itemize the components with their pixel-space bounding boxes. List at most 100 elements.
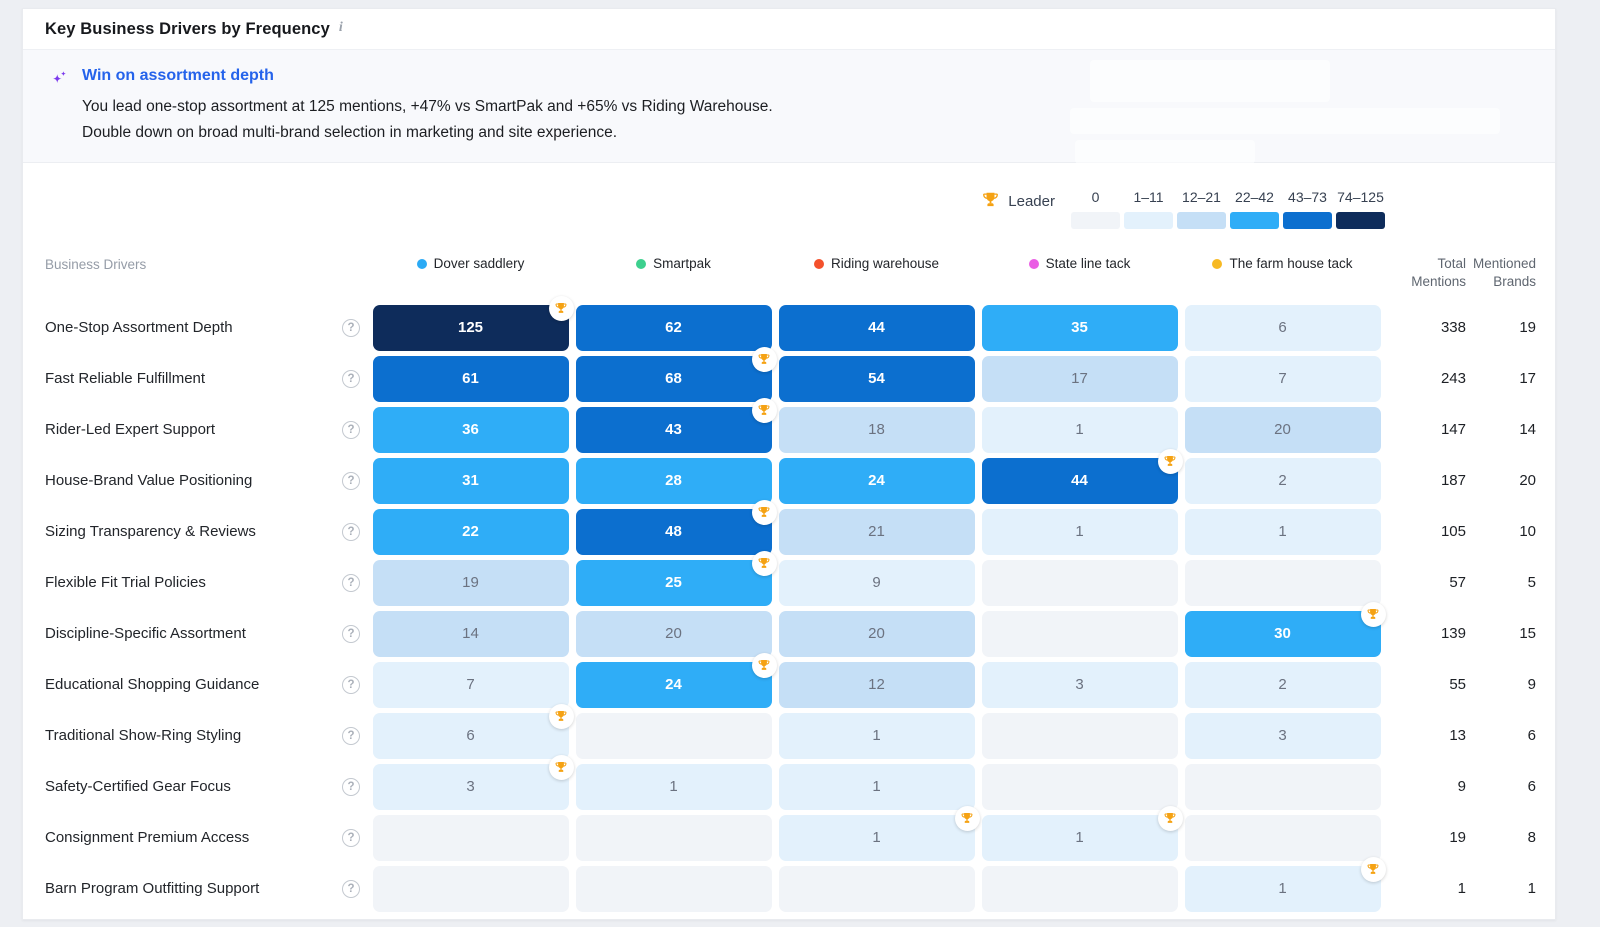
heatmap-cell[interactable]: 61 (372, 355, 569, 402)
heatmap-cell[interactable] (372, 865, 569, 912)
heatmap-cell[interactable]: 35 (981, 304, 1178, 351)
help-icon[interactable]: ? (342, 828, 360, 847)
driver-label: Barn Program Outfitting Support (45, 880, 260, 897)
cell-slot: 54 (775, 355, 978, 402)
help-icon[interactable]: ? (342, 675, 360, 694)
heatmap-cell[interactable]: 48 (575, 499, 777, 555)
heatmap-cell[interactable]: 62 (575, 304, 772, 351)
row-cells: 22 48 21 1 1 (369, 499, 1384, 555)
heatmap-cell[interactable] (1184, 559, 1381, 606)
heatmap-cell[interactable]: 9 (778, 559, 975, 606)
heatmap-cell[interactable]: 1 (575, 763, 772, 810)
help-icon[interactable]: ? (342, 726, 360, 745)
driver-label: Rider-Led Expert Support (45, 421, 216, 438)
heatmap-cell[interactable]: 44 (778, 304, 975, 351)
heatmap-cell[interactable]: 1 (1184, 856, 1386, 912)
heatmap-cell[interactable]: 1 (1184, 508, 1381, 555)
cell-slot (369, 814, 572, 861)
heatmap-cell[interactable]: 2 (1184, 661, 1381, 708)
help-icon[interactable]: ? (342, 420, 360, 439)
heatmap-cell[interactable] (372, 814, 569, 861)
heatmap-cell[interactable]: 18 (778, 406, 975, 453)
heatmap-cell[interactable]: 2 (1184, 457, 1381, 504)
heatmap-cell[interactable]: 36 (372, 406, 569, 453)
heatmap-cell[interactable]: 3 (1184, 712, 1381, 759)
heatmap-cell[interactable]: 6 (1184, 304, 1381, 351)
heatmap-cell[interactable]: 3 (372, 754, 574, 810)
redacted-block (1090, 60, 1330, 102)
heatmap-cell[interactable]: 1 (778, 712, 975, 759)
heatmap-cell[interactable]: 21 (778, 508, 975, 555)
brand-dot-icon (416, 258, 427, 269)
help-icon[interactable]: ? (342, 624, 360, 643)
help-icon[interactable]: ? (342, 318, 360, 337)
cell-slot: 62 (572, 304, 775, 351)
help-icon[interactable]: ? (342, 471, 360, 490)
brand-name: Riding warehouse (830, 256, 940, 271)
heatmap-cell[interactable]: 43 (575, 397, 777, 453)
heatmap-cell[interactable] (981, 559, 1178, 606)
heatmap-cell[interactable]: 1 (778, 763, 975, 810)
heatmap-cell[interactable]: 17 (981, 355, 1178, 402)
heatmap-cell[interactable] (1184, 814, 1381, 861)
heatmap-cell[interactable]: 54 (778, 355, 975, 402)
heatmap-cell[interactable]: 20 (778, 610, 975, 657)
heatmap-cell[interactable] (981, 865, 1178, 912)
heatmap-cell[interactable]: 1 (981, 406, 1178, 453)
heatmap-cell[interactable]: 20 (575, 610, 772, 657)
heatmap-cell[interactable]: 125 (372, 295, 574, 351)
cell-slot: 3 (1181, 712, 1384, 759)
help-icon[interactable]: ? (342, 369, 360, 388)
heatmap-cell[interactable]: 7 (1184, 355, 1381, 402)
table-row: Educational Shopping Guidance? 7 24 12 3 2 55… (45, 652, 1536, 710)
dashboard-card: Key Business Drivers by Frequency i Win … (22, 8, 1556, 920)
legend-bin-label: 12–21 (1182, 189, 1221, 205)
help-icon[interactable]: ? (342, 879, 360, 898)
heatmap-cell[interactable]: 44 (981, 448, 1183, 504)
heatmap-cell[interactable]: 24 (778, 457, 975, 504)
leader-trophy-badge (1360, 856, 1386, 882)
heatmap-cell[interactable]: 3 (981, 661, 1178, 708)
heatmap-cell[interactable] (1184, 763, 1381, 810)
heatmap-cell[interactable]: 14 (372, 610, 569, 657)
leader-trophy-badge (751, 397, 777, 423)
heatmap-cell[interactable] (981, 712, 1178, 759)
heatmap-cell[interactable]: 7 (372, 661, 569, 708)
driver-label: House-Brand Value Positioning (45, 472, 253, 489)
help-icon[interactable]: ? (342, 573, 360, 592)
heatmap-cell[interactable] (778, 865, 975, 912)
heatmap-cell[interactable] (575, 712, 772, 759)
column-header-business-drivers: Business Drivers (45, 257, 147, 272)
heatmap-cell[interactable]: 20 (1184, 406, 1381, 453)
help-icon[interactable]: ? (342, 777, 360, 796)
heatmap-cell[interactable]: 31 (372, 457, 569, 504)
row-cells: 1 (369, 856, 1386, 912)
legend-bin-label: 0 (1091, 189, 1100, 205)
heatmap-cell[interactable] (575, 865, 772, 912)
heatmap-cell[interactable]: 28 (575, 457, 772, 504)
heatmap-cell[interactable]: 12 (778, 661, 975, 708)
cell-slot (369, 865, 572, 912)
heatmap-cell[interactable] (981, 610, 1178, 657)
info-icon[interactable]: i (338, 20, 343, 35)
heatmap-cell[interactable] (575, 814, 772, 861)
heatmap-cell[interactable]: 1 (778, 805, 980, 861)
mentioned-brands-value: 15 (1519, 625, 1536, 642)
heatmap-cell[interactable]: 24 (575, 652, 777, 708)
mentioned-brands-value: 10 (1519, 523, 1536, 540)
leader-trophy-badge (548, 703, 574, 729)
total-mentions-value: 13 (1449, 727, 1466, 744)
help-icon[interactable]: ? (342, 522, 360, 541)
heatmap-cell[interactable]: 6 (372, 703, 574, 759)
total-mentions-value: 19 (1449, 829, 1466, 846)
heatmap-cell[interactable]: 30 (1184, 601, 1386, 657)
cell-slot: 20 (1181, 406, 1384, 453)
heatmap-cell[interactable]: 68 (575, 346, 777, 402)
heatmap-cell[interactable]: 1 (981, 508, 1178, 555)
heatmap-cell[interactable]: 22 (372, 508, 569, 555)
heatmap-cell[interactable]: 1 (981, 805, 1183, 861)
total-mentions-value: 57 (1449, 574, 1466, 591)
heatmap-cell[interactable]: 25 (575, 550, 777, 606)
heatmap-cell[interactable] (981, 763, 1178, 810)
heatmap-cell[interactable]: 19 (372, 559, 569, 606)
